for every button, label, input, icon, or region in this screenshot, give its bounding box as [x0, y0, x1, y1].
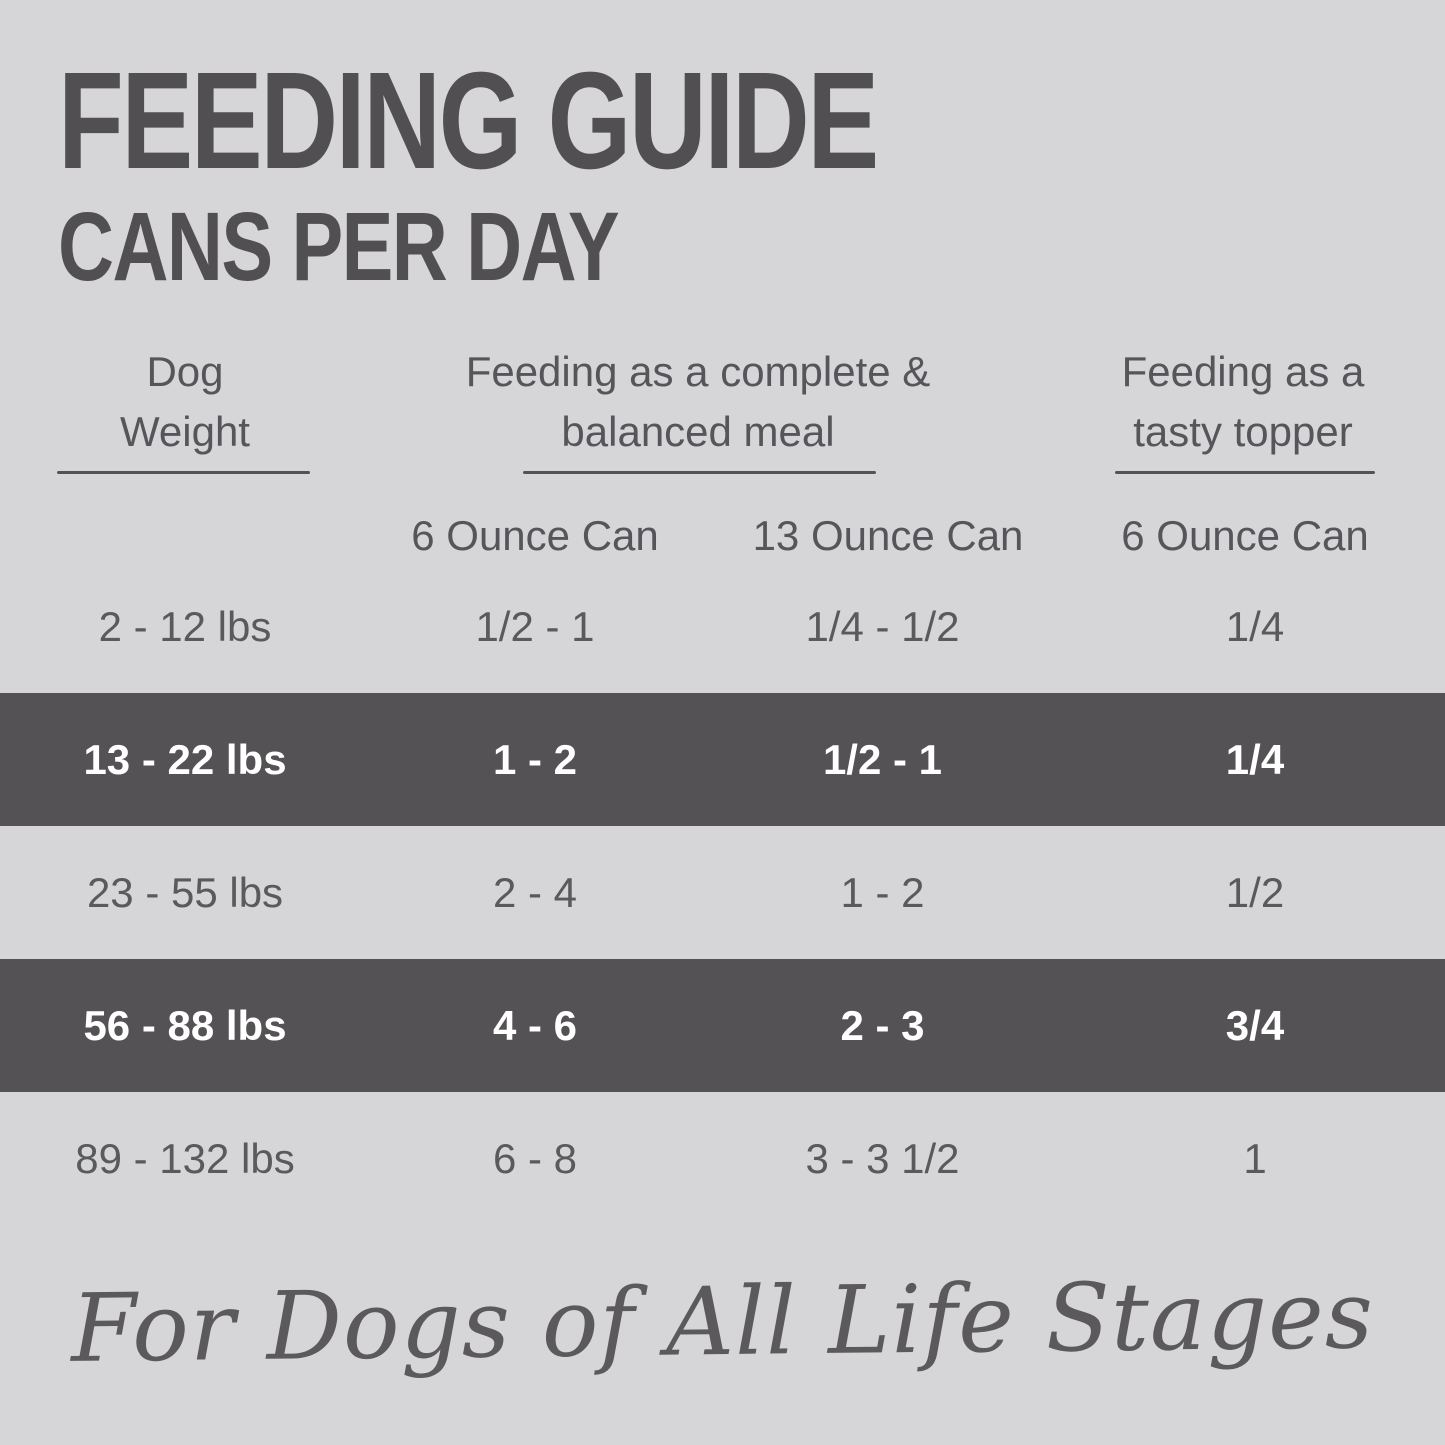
cell-meal-13oz: 1/4 - 1/2 — [805, 602, 960, 650]
page-title: FEEDING GUIDE — [58, 44, 879, 198]
subheader-meal-13oz-can: 13 Ounce Can — [752, 512, 1024, 559]
subheader-meal-6oz-can: 6 Ounce Can — [411, 512, 659, 559]
table-row: 89 - 132 lbs 6 - 8 3 - 3 1/2 1 — [0, 1092, 1445, 1225]
table-row-highlighted: 13 - 22 lbs 1 - 2 1/2 - 1 1/4 — [0, 693, 1445, 826]
col-group-header-complete-meal-line2: balanced meal — [561, 408, 835, 455]
col-header-dog-weight: Dog Weight — [35, 342, 335, 462]
page-subtitle: CANS PER DAY — [58, 192, 620, 301]
footer-tagline: For Dogs of All Life Stages — [70, 1261, 1375, 1384]
table-row: 2 - 12 lbs 1/2 - 1 1/4 - 1/2 1/4 — [0, 560, 1445, 693]
cell-meal-13oz: 3 - 3 1/2 — [805, 1134, 960, 1182]
col-header-tasty-topper-line2: tasty topper — [1133, 408, 1353, 455]
col-group-header-complete-meal: Feeding as a complete & balanced meal — [398, 342, 998, 462]
cell-dog-weight: 23 - 55 lbs — [86, 868, 284, 916]
dog-weight-underline — [57, 471, 310, 474]
col-group-header-complete-meal-line1: Feeding as a complete & — [465, 348, 931, 395]
cell-meal-6oz: 2 - 4 — [492, 868, 578, 916]
table-row: 23 - 55 lbs 2 - 4 1 - 2 1/2 — [0, 826, 1445, 959]
col-header-dog-weight-line1: Dog — [146, 348, 224, 395]
cell-meal-6oz: 6 - 8 — [492, 1134, 578, 1182]
cell-dog-weight: 13 - 22 lbs — [83, 735, 287, 783]
cell-meal-6oz: 1/2 - 1 — [475, 602, 595, 650]
col-header-dog-weight-line2: Weight — [120, 408, 250, 455]
cell-topper-6oz: 3/4 — [1225, 1001, 1285, 1049]
cell-topper-6oz: 1/2 — [1225, 868, 1285, 916]
tasty-topper-underline — [1115, 471, 1375, 474]
cell-dog-weight: 89 - 132 lbs — [75, 1134, 295, 1182]
cell-meal-6oz: 4 - 6 — [492, 1001, 578, 1049]
table-row-highlighted: 56 - 88 lbs 4 - 6 2 - 3 3/4 — [0, 959, 1445, 1092]
col-header-tasty-topper: Feeding as a tasty topper — [1073, 342, 1413, 462]
complete-meal-underline — [523, 471, 876, 474]
cell-topper-6oz: 1 — [1243, 1134, 1267, 1182]
cell-meal-13oz: 2 - 3 — [840, 1001, 925, 1049]
cell-meal-13oz: 1 - 2 — [840, 868, 925, 916]
cell-topper-6oz: 1/4 — [1225, 735, 1285, 783]
cell-dog-weight: 56 - 88 lbs — [83, 1001, 287, 1049]
cell-meal-13oz: 1/2 - 1 — [822, 735, 943, 783]
col-header-tasty-topper-line1: Feeding as a — [1121, 348, 1365, 395]
subheader-topper-6oz-can: 6 Ounce Can — [1121, 512, 1369, 559]
feeding-table-body: 2 - 12 lbs 1/2 - 1 1/4 - 1/2 1/4 13 - 22… — [0, 560, 1445, 1225]
cell-meal-6oz: 1 - 2 — [492, 735, 578, 783]
cell-dog-weight: 2 - 12 lbs — [98, 602, 272, 650]
cell-topper-6oz: 1/4 — [1225, 602, 1285, 650]
